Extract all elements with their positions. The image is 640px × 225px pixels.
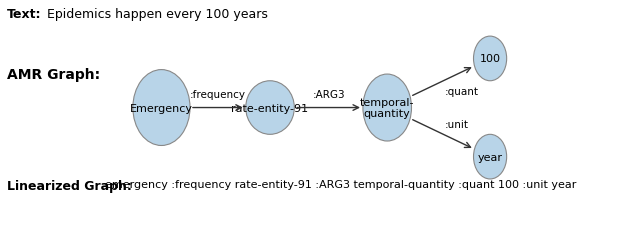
Ellipse shape [363, 75, 412, 141]
Text: Linearized Graph:: Linearized Graph: [7, 179, 132, 192]
Text: rate-entity-91: rate-entity-91 [232, 103, 308, 113]
Text: :frequency: :frequency [190, 89, 246, 99]
Ellipse shape [474, 135, 507, 179]
Text: :unit: :unit [445, 120, 469, 130]
Text: Epidemics happen every 100 years: Epidemics happen every 100 years [42, 8, 268, 21]
Text: :ARG3: :ARG3 [312, 89, 345, 99]
Text: 100: 100 [479, 54, 500, 64]
Text: year: year [477, 152, 502, 162]
Text: Text:: Text: [7, 8, 42, 21]
Text: Emergency: Emergency [130, 103, 193, 113]
Text: AMR Graph:: AMR Graph: [7, 68, 100, 82]
Text: temporal-
quantity: temporal- quantity [360, 97, 415, 119]
Text: emergency :frequency rate-entity-91 :ARG3 temporal-quantity :quant 100 :unit yea: emergency :frequency rate-entity-91 :ARG… [106, 179, 577, 189]
Ellipse shape [474, 37, 507, 81]
Ellipse shape [246, 81, 294, 135]
Text: :quant: :quant [445, 86, 479, 96]
Ellipse shape [133, 70, 190, 146]
